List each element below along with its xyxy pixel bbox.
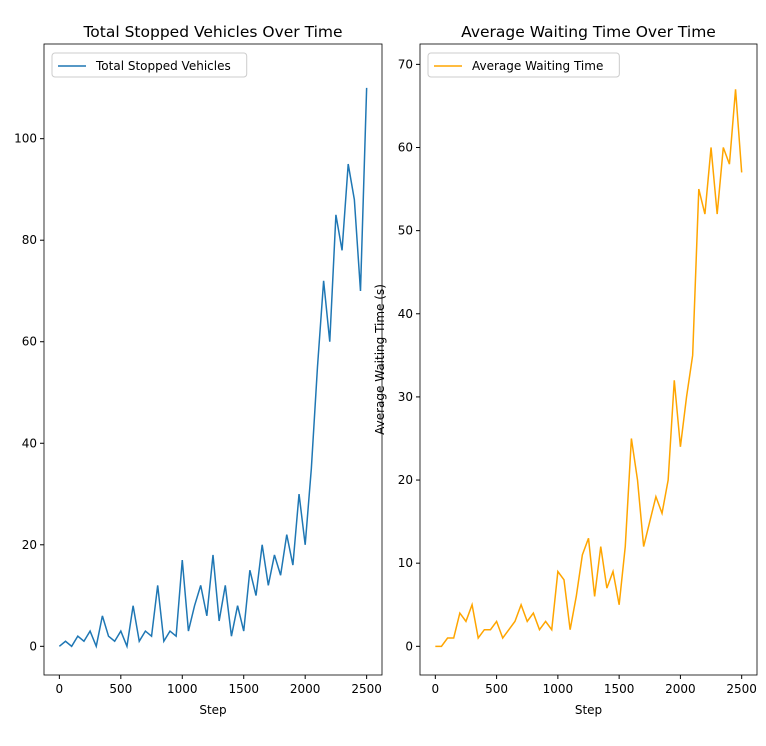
- y-axis-label: Average Waiting Time (s): [373, 284, 387, 435]
- axes-frame: [43, 43, 383, 676]
- y-tick-label: 0: [405, 639, 413, 653]
- x-tick-label: 2500: [726, 682, 757, 696]
- legend-label: Total Stopped Vehicles: [95, 59, 231, 73]
- y-tick-label: 60: [22, 335, 37, 349]
- x-tick-label: 0: [56, 682, 64, 696]
- x-tick-label: 1500: [604, 682, 635, 696]
- x-axis-label: Step: [199, 703, 226, 717]
- x-tick-label: 2500: [351, 682, 382, 696]
- legend: Total Stopped Vehicles: [51, 52, 248, 78]
- y-tick-label: 30: [398, 390, 413, 404]
- y-tick-label: 40: [22, 436, 37, 450]
- x-tick-label: 1000: [167, 682, 198, 696]
- legend: Average Waiting Time: [427, 52, 620, 78]
- y-tick-label: 80: [22, 233, 37, 247]
- y-tick-label: 60: [398, 141, 413, 155]
- x-tick-label: 0: [431, 682, 439, 696]
- y-tick-label: 20: [22, 538, 37, 552]
- x-tick-label: 1000: [543, 682, 574, 696]
- y-tick-label: 0: [29, 639, 37, 653]
- data-line: [58, 87, 368, 650]
- x-tick-label: 2000: [290, 682, 321, 696]
- x-tick-label: 500: [485, 682, 508, 696]
- legend-label: Average Waiting Time: [472, 59, 603, 73]
- y-tick-label: 40: [398, 307, 413, 321]
- x-tick-label: 2000: [665, 682, 696, 696]
- data-line: [435, 89, 743, 648]
- y-tick-label: 100: [14, 132, 37, 146]
- y-tick-label: 10: [398, 556, 413, 570]
- y-tick-label: 20: [398, 473, 413, 487]
- legend-box: [427, 52, 620, 78]
- legend-box: [51, 52, 248, 78]
- x-tick-label: 1500: [228, 682, 259, 696]
- x-tick-label: 500: [109, 682, 132, 696]
- chart-title: Total Stopped Vehicles Over Time: [82, 23, 342, 41]
- y-tick-label: 70: [398, 57, 413, 71]
- axes-frame: [419, 43, 758, 676]
- chart-title: Average Waiting Time Over Time: [461, 23, 716, 41]
- y-tick-label: 50: [398, 224, 413, 238]
- x-axis-label: Step: [575, 703, 602, 717]
